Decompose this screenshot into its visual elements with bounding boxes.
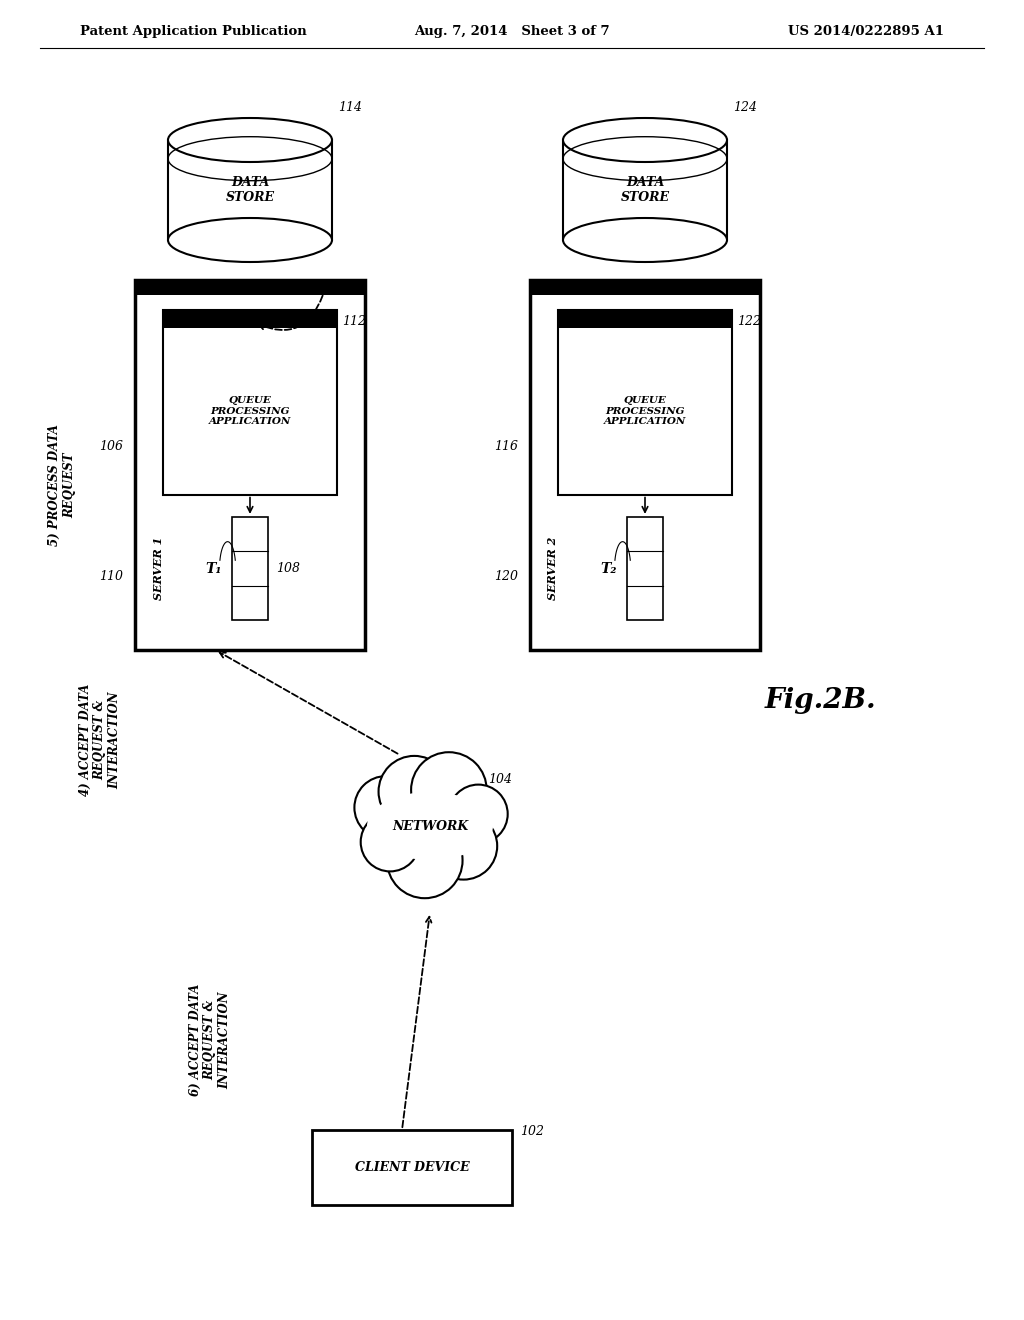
Text: 116: 116	[494, 440, 518, 453]
Text: DATA
STORE: DATA STORE	[225, 176, 274, 205]
Circle shape	[387, 822, 463, 898]
Bar	[231, 517, 268, 620]
Text: SERVER 2: SERVER 2	[548, 537, 558, 601]
Text: SERVER 1: SERVER 1	[153, 537, 164, 601]
Ellipse shape	[563, 218, 727, 261]
Text: Patent Application Publication: Patent Application Publication	[80, 25, 307, 38]
Circle shape	[411, 752, 486, 828]
Bar	[558, 310, 732, 495]
Bar	[168, 140, 332, 240]
Text: Aug. 7, 2014   Sheet 3 of 7: Aug. 7, 2014 Sheet 3 of 7	[414, 25, 610, 38]
Text: 104: 104	[487, 774, 512, 785]
Text: 120: 120	[494, 569, 518, 582]
Bar	[558, 310, 732, 329]
Text: US 2014/0222895 A1: US 2014/0222895 A1	[788, 25, 944, 38]
Circle shape	[360, 813, 420, 871]
Text: QUEUE
PROCESSING
APPLICATION: QUEUE PROCESSING APPLICATION	[209, 396, 291, 426]
Text: 112: 112	[342, 314, 367, 327]
Ellipse shape	[356, 781, 504, 870]
Bar	[563, 140, 727, 240]
Text: 5) PROCESS DATA
REQUEST: 5) PROCESS DATA REQUEST	[48, 424, 76, 546]
Bar	[530, 280, 760, 649]
Text: CLIENT DEVICE: CLIENT DEVICE	[354, 1162, 469, 1173]
Bar	[135, 280, 365, 294]
Text: 4) ACCEPT DATA
REQUEST &
INTERACTION: 4) ACCEPT DATA REQUEST & INTERACTION	[79, 684, 122, 796]
Bar	[163, 310, 337, 495]
Text: T₂: T₂	[600, 561, 616, 576]
Circle shape	[449, 784, 508, 843]
Bar	[530, 280, 760, 294]
Ellipse shape	[168, 218, 332, 261]
Text: 106: 106	[99, 440, 123, 453]
Text: NETWORK: NETWORK	[392, 820, 468, 833]
Bar	[627, 517, 664, 620]
Text: 108: 108	[276, 562, 300, 576]
Text: T₁: T₁	[205, 561, 221, 576]
Text: 124: 124	[733, 102, 757, 114]
Ellipse shape	[168, 117, 332, 162]
Text: 102: 102	[520, 1125, 544, 1138]
Bar	[312, 1130, 512, 1205]
Text: 6) ACCEPT DATA
REQUEST &
INTERACTION: 6) ACCEPT DATA REQUEST & INTERACTION	[188, 983, 231, 1096]
Bar	[135, 280, 365, 649]
Bar	[163, 310, 337, 329]
Text: Fig.2B.: Fig.2B.	[764, 686, 876, 714]
Text: 110: 110	[99, 569, 123, 582]
Circle shape	[379, 756, 450, 828]
Ellipse shape	[563, 117, 727, 162]
Text: QUEUE
PROCESSING
APPLICATION: QUEUE PROCESSING APPLICATION	[604, 396, 686, 426]
Text: 114: 114	[338, 102, 362, 114]
Ellipse shape	[367, 792, 493, 861]
Text: 122: 122	[737, 314, 762, 327]
Text: DATA
STORE: DATA STORE	[621, 176, 670, 205]
Circle shape	[430, 812, 498, 879]
Circle shape	[354, 776, 418, 840]
